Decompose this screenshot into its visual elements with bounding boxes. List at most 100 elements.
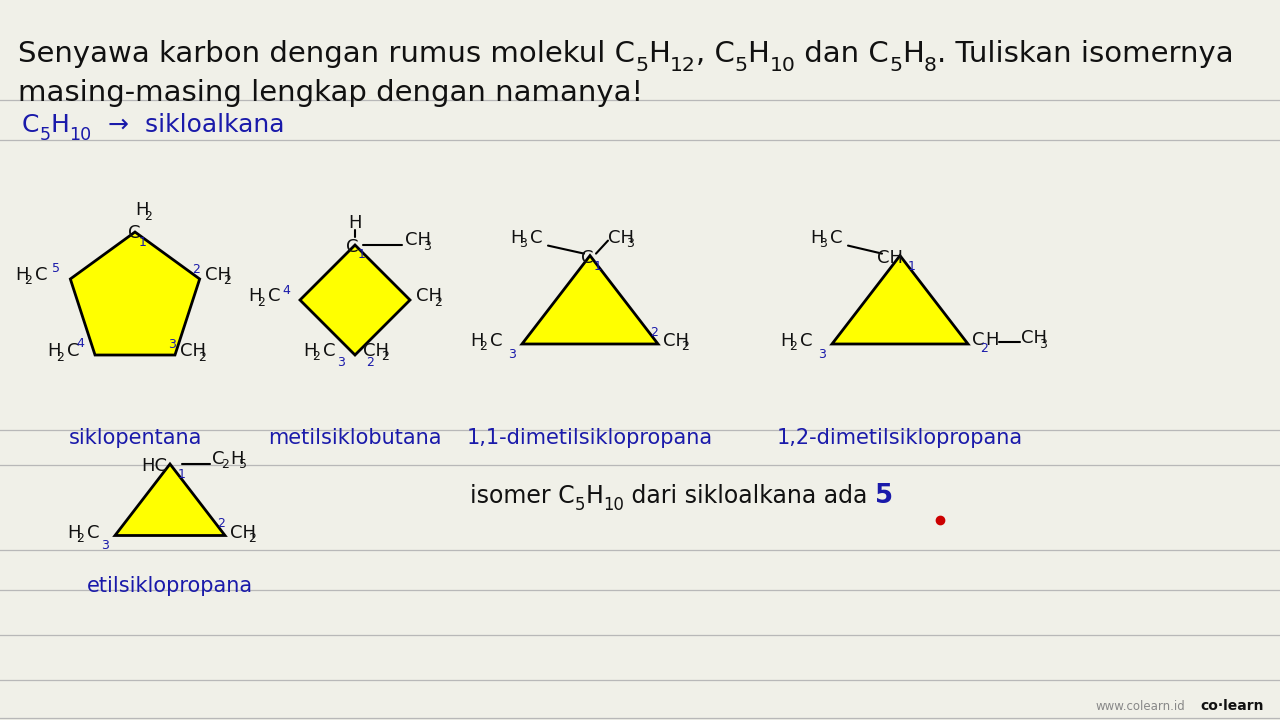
Text: 1,1-dimetilsiklopropana: 1,1-dimetilsiklopropana	[467, 428, 713, 448]
Text: CH: CH	[663, 332, 689, 350]
Text: H: H	[810, 229, 823, 246]
Text: H: H	[303, 342, 316, 360]
Text: H: H	[748, 40, 769, 68]
Text: C: C	[212, 450, 224, 468]
Text: , C: , C	[695, 40, 735, 68]
Polygon shape	[115, 464, 225, 536]
Text: CH: CH	[230, 523, 256, 541]
Text: H: H	[780, 332, 794, 350]
Text: C: C	[87, 523, 100, 541]
Text: 1: 1	[140, 235, 147, 248]
Text: C: C	[128, 224, 141, 242]
Text: CH: CH	[180, 342, 206, 360]
Text: 2: 2	[312, 351, 320, 364]
Text: C: C	[490, 332, 503, 350]
Text: →  sikloalkana: → sikloalkana	[92, 113, 284, 137]
Text: 1: 1	[178, 467, 186, 480]
Text: H: H	[230, 450, 243, 468]
Text: CH: CH	[416, 287, 442, 305]
Text: CH: CH	[877, 248, 902, 266]
Text: 2: 2	[198, 351, 206, 364]
Text: 4: 4	[76, 336, 84, 349]
Text: 2: 2	[980, 343, 988, 356]
Text: 2: 2	[24, 274, 32, 287]
Text: dari sikloalkana ada: dari sikloalkana ada	[623, 484, 874, 508]
Text: 3: 3	[818, 348, 826, 361]
Text: 3: 3	[518, 237, 527, 250]
Text: 5: 5	[575, 496, 585, 514]
Text: 5: 5	[52, 263, 60, 276]
Text: H: H	[902, 40, 924, 68]
Text: CH: CH	[608, 229, 634, 246]
Text: 3: 3	[168, 338, 175, 351]
Text: H: H	[509, 229, 524, 246]
Text: C: C	[581, 248, 593, 266]
Text: C: C	[800, 332, 813, 350]
Text: C: C	[972, 331, 984, 349]
Text: H: H	[585, 484, 603, 508]
Text: C: C	[530, 229, 543, 246]
Text: 3: 3	[508, 348, 516, 361]
Text: co·learn: co·learn	[1201, 699, 1263, 713]
Text: 1,2-dimetilsiklopropana: 1,2-dimetilsiklopropana	[777, 428, 1023, 448]
Text: masing-masing lengkap dengan namanya!: masing-masing lengkap dengan namanya!	[18, 79, 643, 107]
Text: 4: 4	[282, 284, 291, 297]
Text: etilsiklopropana: etilsiklopropana	[87, 576, 253, 596]
Text: 5: 5	[40, 125, 50, 143]
Text: 2: 2	[681, 341, 689, 354]
Text: H: H	[50, 113, 69, 137]
Text: C: C	[36, 266, 47, 284]
Text: 2: 2	[143, 210, 152, 222]
Text: HC: HC	[141, 457, 166, 475]
Text: 2: 2	[650, 325, 658, 338]
Text: 2: 2	[788, 341, 797, 354]
Polygon shape	[70, 232, 200, 355]
Text: C: C	[323, 342, 335, 360]
Text: H: H	[134, 201, 148, 219]
Text: 1: 1	[594, 260, 602, 273]
Text: CH: CH	[205, 266, 230, 284]
Text: CH: CH	[364, 342, 389, 360]
Text: 2: 2	[223, 274, 230, 287]
Text: 3: 3	[626, 237, 634, 250]
Text: 1: 1	[358, 248, 366, 261]
Text: H: H	[248, 287, 261, 305]
Text: 2: 2	[221, 459, 229, 472]
Text: metilsiklobutana: metilsiklobutana	[269, 428, 442, 448]
Text: 2: 2	[479, 341, 486, 354]
Text: 5: 5	[239, 459, 247, 472]
Text: H: H	[15, 266, 29, 284]
Text: . Tuliskan isomernya: . Tuliskan isomernya	[937, 40, 1234, 68]
Text: 10: 10	[603, 496, 623, 514]
Text: 2: 2	[381, 351, 389, 364]
Text: 2: 2	[192, 264, 200, 276]
Text: 1: 1	[908, 260, 916, 273]
Text: C: C	[67, 342, 79, 360]
Text: isomer C: isomer C	[470, 484, 575, 508]
Text: H: H	[986, 331, 998, 349]
Text: 5: 5	[735, 56, 748, 75]
Text: H: H	[648, 40, 669, 68]
Text: 3: 3	[101, 539, 109, 552]
Text: 3: 3	[422, 240, 431, 253]
Text: 2: 2	[257, 295, 265, 308]
Text: H: H	[67, 523, 81, 541]
Text: 3: 3	[819, 237, 827, 250]
Text: 5: 5	[874, 483, 893, 509]
Text: C: C	[268, 287, 280, 305]
Text: 5: 5	[890, 56, 902, 75]
Text: 12: 12	[669, 56, 695, 75]
Text: H: H	[470, 332, 484, 350]
Text: 2: 2	[248, 532, 256, 545]
Text: 10: 10	[769, 56, 795, 75]
Text: H: H	[47, 342, 60, 360]
Text: H: H	[348, 214, 362, 232]
Text: dan C: dan C	[795, 40, 890, 68]
Text: 3: 3	[1039, 338, 1047, 351]
Text: CH: CH	[404, 231, 431, 249]
Text: C: C	[346, 238, 358, 256]
Text: Senyawa karbon dengan rumus molekul C: Senyawa karbon dengan rumus molekul C	[18, 40, 635, 68]
Text: C: C	[22, 113, 40, 137]
Text: 2: 2	[56, 351, 64, 364]
Text: 2: 2	[76, 532, 84, 545]
